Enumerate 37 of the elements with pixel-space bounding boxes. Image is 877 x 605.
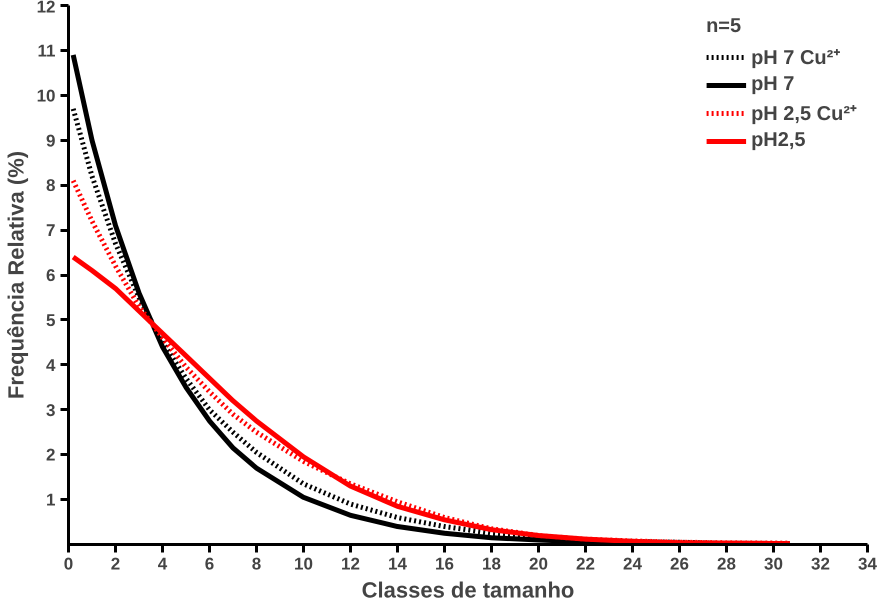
x-tick-label: 28: [717, 554, 736, 574]
legend-label: pH 7: [751, 73, 794, 96]
x-axis-title: Classes de tamanho: [362, 578, 574, 602]
x-tick-label: 2: [110, 554, 120, 574]
legend-label: pH 7 Cu²⁺: [751, 46, 840, 70]
x-tick-label: 18: [482, 554, 501, 574]
x-tick-label: 22: [576, 554, 595, 574]
legend-label: pH 2,5 Cu²⁺: [751, 102, 857, 126]
x-tick-label: 0: [64, 554, 74, 574]
y-tick-label: 4: [46, 356, 56, 375]
x-tick-label: 12: [341, 554, 360, 574]
y-tick-label: 11: [38, 41, 56, 60]
y-tick-label: 10: [36, 86, 56, 106]
x-tick-label: 32: [811, 554, 830, 574]
x-tick-label: 34: [858, 554, 877, 574]
x-tick-label: 4: [158, 554, 168, 574]
x-tick-label: 24: [623, 554, 642, 574]
y-tick-label: 2: [46, 446, 56, 465]
y-tick-label: 3: [46, 400, 56, 420]
legend-title: n=5: [706, 15, 742, 38]
x-tick-label: 16: [435, 554, 454, 574]
x-tick-label: 14: [388, 554, 408, 574]
y-tick-label: 12: [36, 0, 56, 16]
y-tick-label: 6: [46, 266, 56, 285]
y-tick-label: 7: [46, 221, 56, 240]
y-tick-label: 8: [46, 176, 56, 196]
y-tick-label: 1: [46, 490, 56, 510]
x-tick-label: 30: [764, 554, 783, 574]
y-tick-label: 9: [46, 131, 56, 150]
x-tick-label: 20: [529, 554, 548, 574]
x-tick-label: 8: [252, 554, 262, 574]
x-tick-label: 26: [670, 554, 689, 574]
x-tick-label: 10: [294, 554, 313, 574]
y-tick-label: 5: [46, 310, 56, 330]
legend-label: pH2,5: [751, 129, 806, 152]
x-tick-label: 6: [204, 554, 214, 574]
y-axis-title: Frequência Relativa (%): [4, 150, 29, 400]
